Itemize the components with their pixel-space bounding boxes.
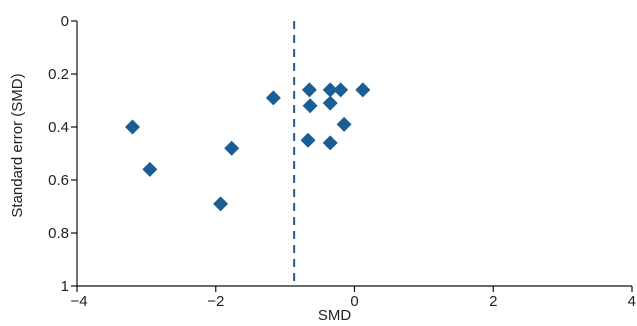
y-tick-label: 0	[61, 13, 69, 30]
x-tick-label: 2	[489, 293, 497, 310]
axes	[76, 21, 632, 287]
y-axis-title: Standard error (SMD)	[9, 73, 26, 217]
study-point	[322, 95, 338, 111]
y-tick-label: 0.8	[48, 225, 69, 242]
y-tick-label: 0.4	[48, 119, 69, 136]
y-tick-label: 0.6	[48, 172, 69, 189]
y-axis-ticks: 0 0.2 0.4 0.6 0.8 1	[48, 13, 77, 295]
study-point	[336, 116, 352, 132]
y-tick-label: 1	[61, 278, 69, 295]
study-points	[125, 82, 371, 212]
x-tick-label: −2	[207, 293, 224, 310]
x-tick-label: 0	[350, 293, 358, 310]
x-tick-label: 4	[628, 293, 636, 310]
study-point	[302, 98, 318, 114]
study-point	[213, 196, 229, 212]
study-point	[265, 90, 281, 106]
study-point	[142, 161, 158, 177]
study-point	[322, 82, 338, 98]
study-point	[125, 119, 140, 135]
study-point	[355, 82, 371, 98]
study-point	[322, 135, 338, 151]
study-point	[333, 82, 349, 98]
study-point	[301, 82, 317, 98]
x-tick-label: −4	[70, 293, 87, 310]
y-tick-label: 0.2	[48, 66, 69, 83]
study-point	[300, 132, 316, 148]
x-axis-ticks: −4 −2 0 2 4	[70, 286, 636, 310]
x-axis-title: SMD	[318, 307, 352, 324]
study-point	[224, 140, 240, 156]
